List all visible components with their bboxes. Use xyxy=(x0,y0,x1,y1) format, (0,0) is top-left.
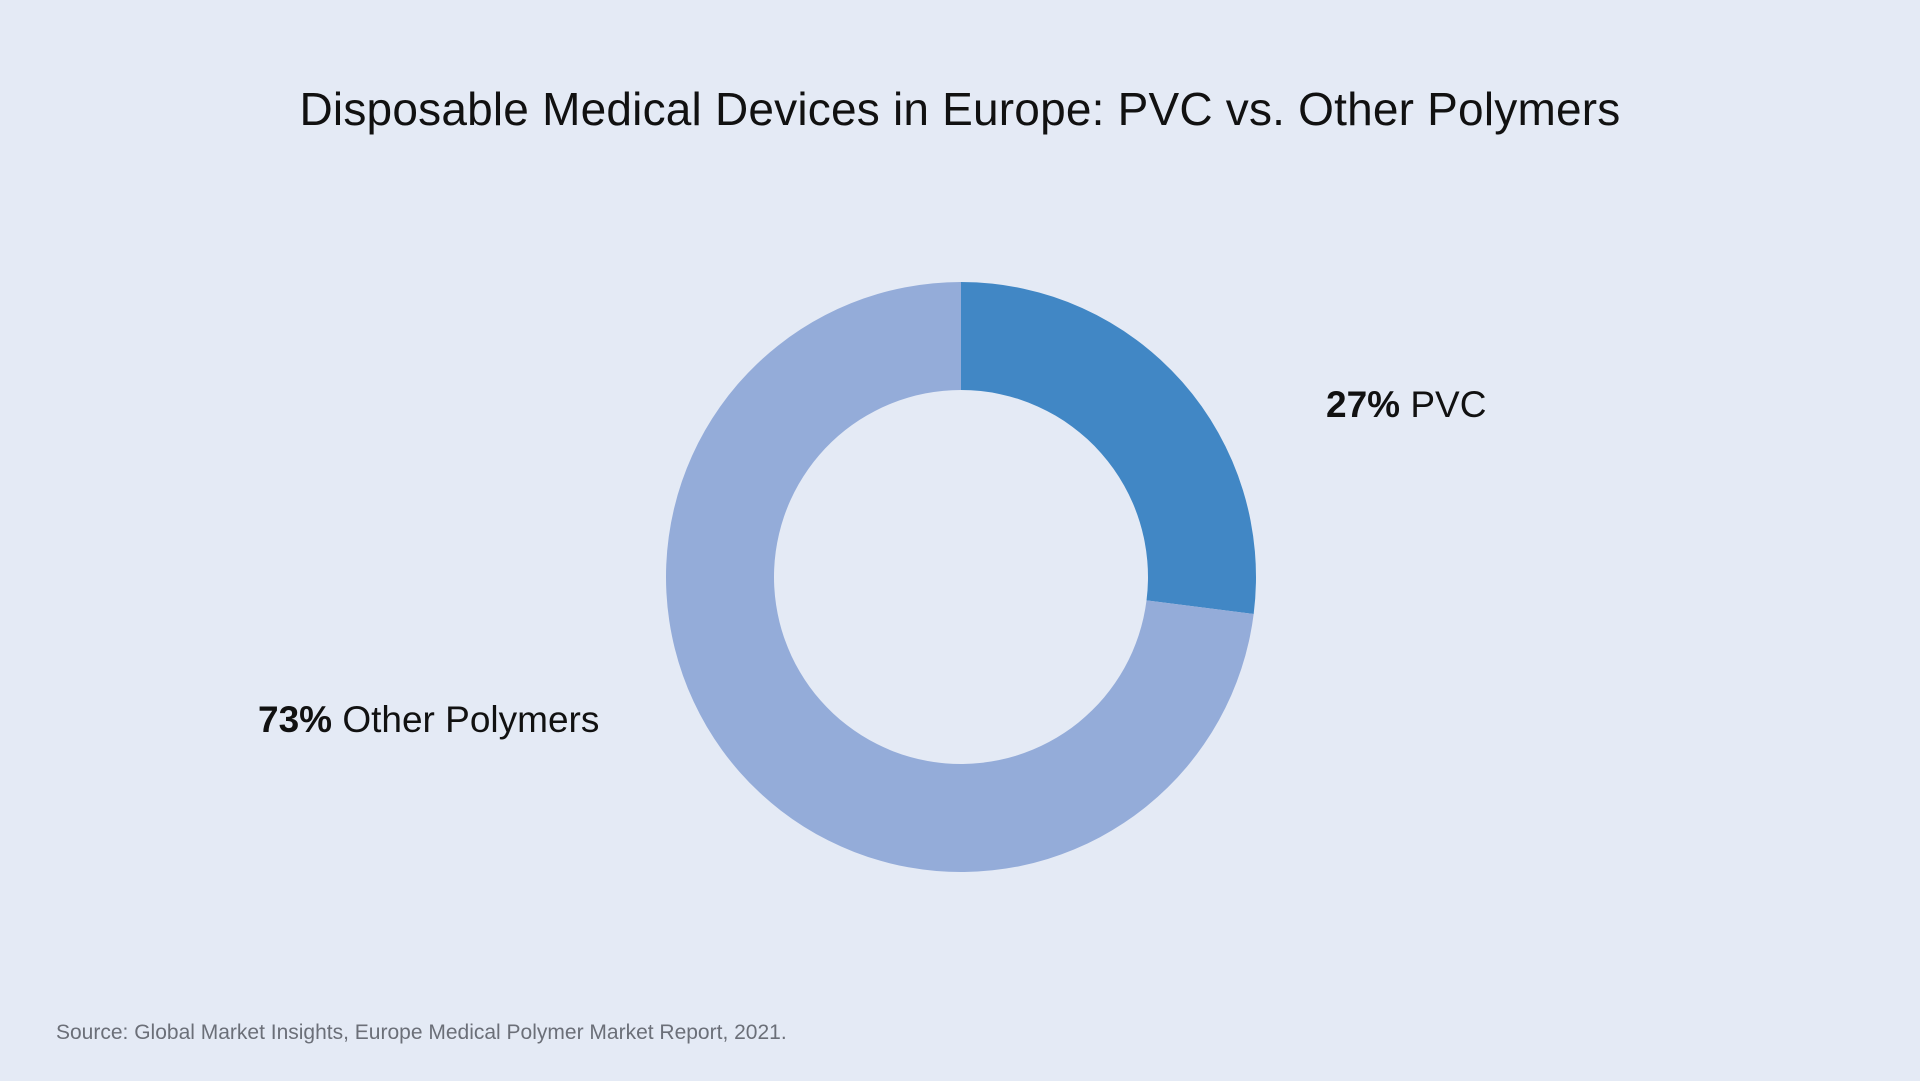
slice-percent-pvc: 27% xyxy=(1326,384,1401,425)
slice-percent-other-polymers: 73% xyxy=(258,699,333,740)
source-note: Source: Global Market Insights, Europe M… xyxy=(56,1021,787,1044)
slice-label-pvc: 27% PVC xyxy=(1326,386,1486,423)
donut-slice-other-polymers xyxy=(665,282,1254,872)
donut-slice-pvc xyxy=(961,282,1256,614)
chart-title: Disposable Medical Devices in Europe: PV… xyxy=(299,83,1621,135)
slice-name-other-polymers: Other Polymers xyxy=(342,699,600,740)
slice-label-other-polymers: 73% Other Polymers xyxy=(258,701,599,738)
slice-name-pvc: PVC xyxy=(1410,384,1487,425)
